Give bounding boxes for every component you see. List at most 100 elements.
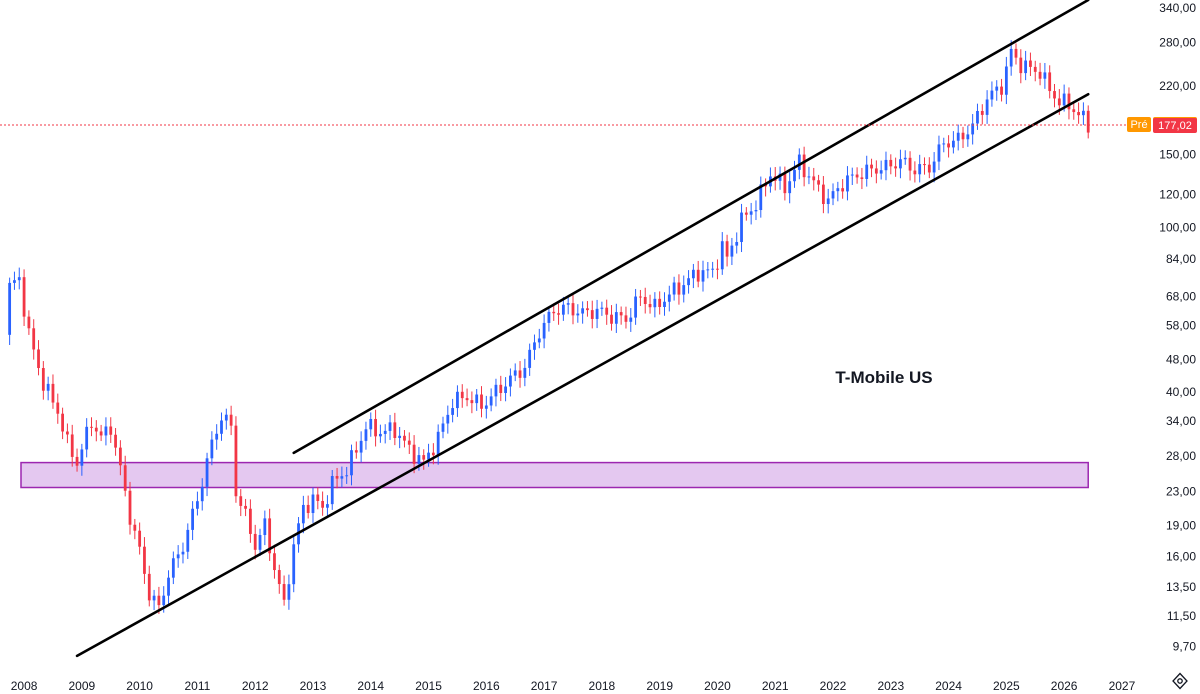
candle-down	[138, 530, 142, 547]
y-tick-label: 16,00	[1166, 550, 1196, 564]
candle-down	[157, 595, 161, 606]
candle-up	[258, 535, 262, 550]
candle-down	[248, 508, 252, 534]
candle-up	[523, 367, 527, 378]
candle-up	[701, 270, 705, 282]
channel-upper-line	[292, 0, 1090, 455]
candle-up	[475, 394, 479, 404]
candle-down	[1077, 112, 1080, 116]
candle-down	[22, 277, 26, 317]
candle-down	[571, 303, 575, 316]
y-tick-label: 9,70	[1173, 639, 1197, 653]
candle-down	[812, 176, 816, 181]
candle-down	[32, 328, 36, 350]
x-tick-label: 2024	[935, 679, 962, 693]
candle-down	[802, 154, 806, 178]
candle-down	[1048, 72, 1052, 92]
candle-up	[489, 396, 493, 406]
candle-up	[205, 458, 209, 487]
candle-down	[855, 174, 859, 178]
candle-down	[619, 312, 623, 316]
candle-down	[894, 166, 898, 169]
candle-down	[431, 452, 435, 456]
x-tick-label: 2013	[300, 679, 327, 693]
candle-down	[118, 447, 122, 466]
candle-up	[224, 414, 228, 421]
chart-title: T-Mobile US	[835, 368, 932, 387]
candle-up	[990, 90, 994, 100]
candle-up	[788, 181, 792, 194]
candle-up	[595, 308, 599, 319]
candle-down	[643, 296, 647, 305]
candle-up	[196, 501, 199, 509]
y-tick-label: 100,00	[1159, 220, 1196, 234]
candle-down	[648, 304, 652, 308]
candle-down	[239, 496, 243, 506]
candle-up	[730, 245, 734, 257]
candle-up	[171, 558, 175, 578]
candle-down	[51, 383, 55, 403]
x-tick-label: 2016	[473, 679, 500, 693]
candle-up	[330, 476, 334, 505]
candle-down	[277, 570, 281, 585]
candle-down	[499, 384, 503, 393]
candle-down	[128, 490, 132, 525]
candle-down	[253, 533, 257, 550]
candle-up	[152, 595, 156, 601]
candle-down	[282, 584, 286, 600]
candle-up	[566, 303, 570, 305]
candle-up	[451, 408, 455, 415]
settings-icon[interactable]	[1170, 672, 1190, 690]
y-tick-label: 19,00	[1166, 519, 1196, 533]
candle-up	[1024, 60, 1028, 74]
candle-down	[552, 311, 556, 314]
candle-up	[504, 386, 507, 393]
candle-up	[976, 110, 979, 124]
candle-up	[614, 312, 618, 324]
candle-up	[735, 241, 739, 246]
x-tick-label: 2027	[1109, 679, 1136, 693]
candle-up	[326, 504, 329, 508]
candle-up	[1004, 66, 1008, 95]
y-tick-label: 58,00	[1166, 318, 1196, 332]
candle-up	[441, 423, 445, 432]
candle-up	[181, 551, 185, 555]
x-tick-label: 2017	[531, 679, 558, 693]
x-tick-label: 2010	[126, 679, 153, 693]
x-tick-label: 2019	[646, 679, 673, 693]
candle-up	[932, 161, 936, 173]
candle-down	[716, 268, 719, 270]
candle-down	[744, 212, 748, 215]
candle-down	[610, 314, 613, 324]
candle-down	[422, 455, 426, 460]
y-tick-label: 28,00	[1166, 449, 1196, 463]
y-tick-label: 23,00	[1166, 484, 1196, 498]
candle-up	[446, 414, 450, 424]
candle-up	[846, 175, 849, 192]
y-tick-label: 120,00	[1159, 188, 1196, 202]
candle-down	[470, 400, 474, 404]
candle-up	[287, 584, 291, 600]
candle-up	[831, 191, 835, 199]
candle-down	[70, 434, 74, 457]
candle-up	[711, 268, 715, 270]
candle-up	[667, 294, 671, 302]
candle-up	[301, 504, 305, 524]
candle-down	[913, 170, 917, 175]
candle-up	[879, 170, 883, 174]
candle-up	[966, 134, 970, 140]
candle-up	[80, 449, 84, 466]
candle-up	[167, 577, 170, 596]
y-tick-label: 220,00	[1159, 79, 1196, 93]
candle-up	[186, 529, 190, 552]
candle-down	[133, 524, 137, 531]
y-tick-label: 34,00	[1166, 414, 1196, 428]
candle-up	[345, 475, 349, 477]
candle-up	[436, 431, 440, 456]
candle-down	[412, 444, 416, 464]
candle-down	[75, 456, 79, 466]
candle-up	[899, 159, 902, 169]
candle-down	[725, 241, 729, 257]
x-tick-label: 2011	[185, 679, 211, 693]
